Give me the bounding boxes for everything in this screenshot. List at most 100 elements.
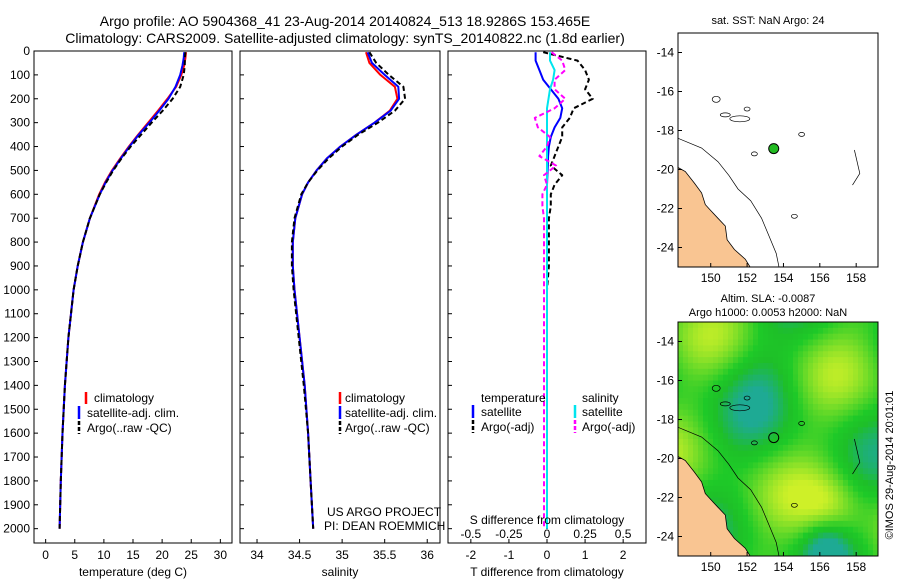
sla-cell — [823, 462, 829, 469]
sla-cell — [678, 374, 684, 382]
sla-cell — [843, 497, 849, 504]
sla-cell — [783, 333, 789, 341]
sla-cell — [788, 520, 794, 528]
sla-cell — [828, 427, 834, 434]
sla-cell — [858, 427, 864, 434]
sla-cell — [793, 333, 799, 341]
sla-cell — [863, 450, 869, 458]
sla-cell — [843, 444, 849, 452]
sla-cell — [718, 380, 724, 387]
sla-cell — [848, 374, 854, 382]
sla-cell — [738, 345, 744, 352]
sla-cell — [728, 427, 734, 434]
lon-tick-label: 154 — [773, 560, 793, 574]
sla-cell — [743, 503, 749, 510]
sla-cell — [863, 409, 869, 417]
sla-cell — [758, 433, 764, 440]
sla-cell — [868, 403, 874, 411]
sla-cell — [743, 362, 749, 370]
sla-cell — [863, 322, 869, 329]
sla-cell — [838, 444, 844, 452]
sla-cell — [838, 339, 844, 346]
sla-cell — [843, 386, 849, 393]
reef — [719, 112, 731, 118]
sla-cell — [683, 409, 689, 417]
sla-cell — [873, 362, 878, 370]
sla-cell — [708, 415, 714, 423]
sla-cell — [738, 497, 744, 504]
sla-cell — [823, 468, 829, 475]
depth-tick-label: 800 — [10, 235, 30, 249]
sla-cell — [853, 468, 859, 475]
sla-cell — [838, 450, 844, 458]
sla-cell — [863, 327, 869, 335]
sla-cell — [853, 515, 859, 522]
sla-cell — [818, 409, 824, 417]
sla-cell — [843, 439, 849, 446]
sla-cell — [738, 538, 744, 545]
lon-tick-label: 150 — [701, 560, 721, 574]
sla-cell — [798, 485, 804, 493]
sla-cell — [853, 503, 859, 510]
sla-cell — [833, 333, 839, 341]
sla-cell — [773, 550, 779, 556]
depth-tick-label: 400 — [10, 140, 30, 154]
sla-cell — [728, 374, 734, 382]
sla-cell — [698, 327, 704, 335]
lon-tick-label: 158 — [846, 271, 866, 285]
sla-cell — [793, 439, 799, 446]
sla-cell — [873, 403, 878, 411]
sla-cell — [708, 345, 714, 352]
sla-cell — [813, 526, 819, 534]
sla-cell — [863, 403, 869, 411]
sla-cell — [723, 433, 729, 440]
sla-cell — [823, 532, 829, 540]
sla-cell — [778, 468, 784, 475]
sla-cell — [758, 444, 764, 452]
sla-cell — [828, 474, 834, 481]
sla-cell — [683, 362, 689, 370]
sla-cell — [828, 503, 834, 510]
sla-cell — [743, 474, 749, 481]
sla-cell — [753, 362, 759, 370]
sla-cell — [743, 322, 749, 329]
sla-cell — [823, 520, 829, 528]
sla-cell — [768, 398, 774, 405]
lat-tick-label: -14 — [657, 46, 675, 60]
sla-cell — [848, 386, 854, 393]
sla-cell — [738, 403, 744, 411]
s-diff-tick-label: 0.25 — [573, 527, 597, 541]
sla-cell — [738, 392, 744, 399]
sla-cell — [873, 345, 878, 352]
sla-cell — [793, 327, 799, 335]
sla-cell — [758, 520, 764, 528]
sla-cell — [833, 462, 839, 469]
sla-cell — [768, 392, 774, 399]
sla-cell — [738, 520, 744, 528]
x-tick-label: 34 — [250, 548, 264, 562]
sla-cell — [773, 345, 779, 352]
sla-cell — [808, 444, 814, 452]
sla-cell — [808, 503, 814, 510]
sla-cell — [808, 479, 814, 487]
sla-cell — [868, 520, 874, 528]
sla-cell — [808, 450, 814, 458]
sla-cell — [678, 409, 684, 417]
sla-cell — [858, 462, 864, 469]
sla-cell — [743, 468, 749, 475]
sla-cell — [718, 474, 724, 481]
sla-cell — [783, 351, 789, 358]
sla-cell — [783, 374, 789, 382]
sla-cell — [733, 409, 739, 417]
sla-cell — [798, 398, 804, 405]
sla-cell — [788, 421, 794, 428]
sla-cell — [753, 462, 759, 469]
sla-cell — [843, 333, 849, 341]
sla-cell — [808, 415, 814, 423]
sla-cell — [728, 474, 734, 481]
sla-cell — [823, 450, 829, 458]
sla-cell — [753, 415, 759, 423]
sla-cell — [758, 538, 764, 545]
sla-cell — [873, 386, 878, 393]
